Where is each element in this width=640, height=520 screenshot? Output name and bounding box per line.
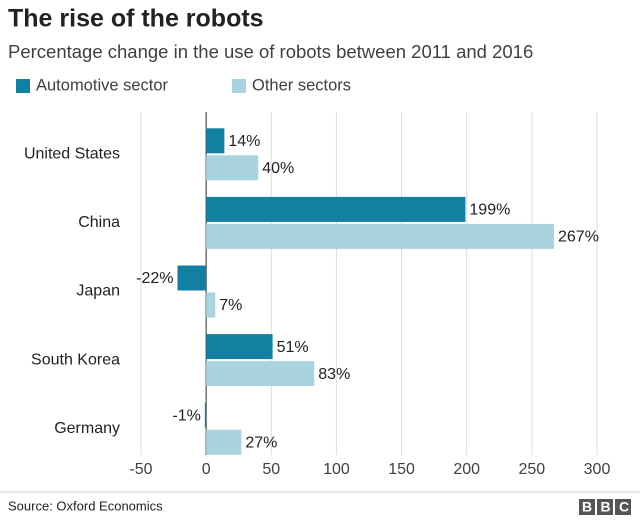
bar xyxy=(206,361,315,387)
logo-text: BBC xyxy=(582,499,638,515)
bar xyxy=(204,402,207,428)
y-tick-label: China xyxy=(78,214,120,231)
value-label: 14% xyxy=(228,133,260,150)
x-tick-label: 0 xyxy=(202,461,211,478)
value-label: 51% xyxy=(277,339,309,356)
bar xyxy=(206,429,242,455)
value-label: 7% xyxy=(219,297,242,314)
legend-swatch xyxy=(232,79,246,93)
x-tick-label: 50 xyxy=(262,461,280,478)
bar xyxy=(206,292,216,318)
logo: BBC xyxy=(579,499,638,515)
y-tick-label: Germany xyxy=(54,420,120,437)
bar xyxy=(206,128,225,154)
x-tick-label: 250 xyxy=(519,461,546,478)
x-tick-label: 300 xyxy=(584,461,611,478)
value-label: 83% xyxy=(318,366,350,383)
legend-label: Other sectors xyxy=(252,76,351,94)
chart-subtitle: Percentage change in the use of robots b… xyxy=(8,41,533,62)
x-tick-label: 200 xyxy=(453,461,480,478)
y-tick-label: United States xyxy=(24,146,120,163)
chart-title: The rise of the robots xyxy=(8,5,264,33)
legend-swatch xyxy=(16,79,30,93)
value-label: 199% xyxy=(469,202,510,219)
x-tick-label: 100 xyxy=(323,461,350,478)
value-label: 267% xyxy=(558,229,599,246)
bar xyxy=(206,155,259,181)
value-label: 27% xyxy=(245,434,277,451)
y-tick-label: South Korea xyxy=(31,351,120,368)
y-tick-label: Japan xyxy=(76,283,120,300)
bar xyxy=(206,196,466,222)
value-label: -1% xyxy=(172,407,200,424)
bar xyxy=(206,334,273,360)
value-label: -22% xyxy=(136,270,173,287)
bar xyxy=(206,223,555,249)
source: Source: Oxford Economics xyxy=(8,498,163,513)
x-tick-label: -50 xyxy=(129,461,152,478)
legend-label: Automotive sector xyxy=(36,76,169,94)
value-label: 40% xyxy=(262,160,294,177)
x-tick-label: 150 xyxy=(388,461,415,478)
bar xyxy=(177,265,207,291)
